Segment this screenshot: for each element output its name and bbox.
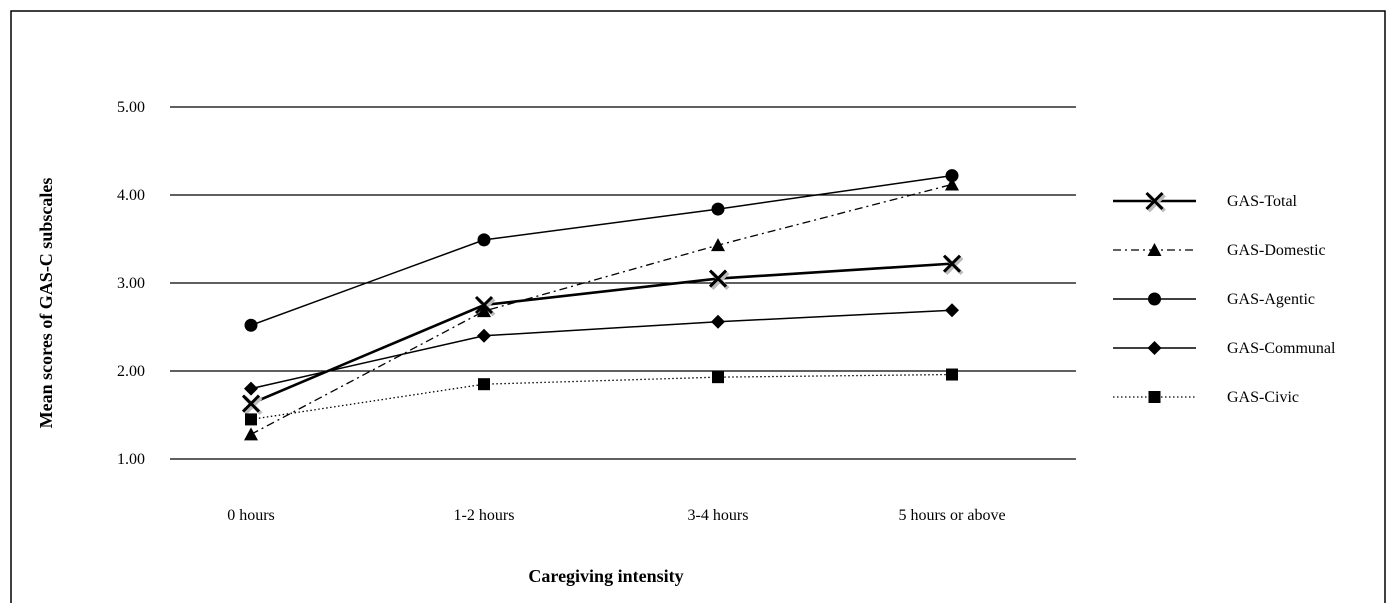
y-tick-label: 2.00 (117, 363, 145, 380)
x-axis-title: Caregiving intensity (528, 566, 683, 586)
data-point-gas-communal (711, 314, 725, 329)
data-point-gas-civic (946, 368, 958, 381)
legend-label: GAS-Agentic (1227, 291, 1315, 308)
data-point-gas-communal (244, 381, 258, 396)
series-gas-total (241, 254, 964, 415)
series-line-gas-agentic (250, 174, 953, 326)
data-point-gas-communal (477, 328, 491, 343)
data-point-gas-communal (945, 303, 959, 318)
x-tick-label: 0 hours (227, 507, 275, 524)
series-gas-agentic (244, 169, 959, 332)
legend-marker-gas-agentic (1148, 292, 1161, 306)
y-tick-label: 1.00 (117, 451, 145, 468)
x-tick-label: 3-4 hours (688, 507, 749, 524)
y-tick-label: 4.00 (117, 187, 145, 204)
gridlines (170, 106, 1076, 460)
legend-item-gas-domestic: GAS-Domestic (1113, 242, 1326, 259)
data-point-gas-domestic (711, 238, 725, 252)
series-gas-domestic (244, 177, 959, 441)
data-point-gas-civic (478, 378, 490, 391)
data-point-gas-domestic (945, 177, 959, 191)
legend-item-gas-agentic: GAS-Agentic (1113, 291, 1315, 308)
legend-item-gas-communal: GAS-Communal (1113, 340, 1336, 357)
data-point-gas-agentic (711, 202, 725, 216)
series-line-gas-communal (250, 309, 953, 390)
series-line-gas-total (250, 262, 953, 405)
x-tick-label: 5 hours or above (898, 507, 1005, 524)
legend-marker-gas-civic (1148, 391, 1161, 403)
legend-marker-gas-communal (1147, 341, 1162, 355)
data-point-gas-total (942, 254, 964, 276)
legend-item-gas-civic: GAS-Civic (1113, 389, 1299, 406)
legend: GAS-Total GAS-Domestic GAS-Agentic GAS-Comm… (1113, 191, 1336, 406)
data-point-gas-agentic (244, 318, 258, 332)
series-line-gas-civic (250, 373, 953, 421)
legend-label: GAS-Total (1227, 193, 1298, 210)
data-point-gas-total (241, 394, 263, 415)
data-point-gas-civic (712, 371, 724, 384)
legend-label: GAS-Communal (1227, 340, 1336, 357)
data-point-gas-civic (245, 413, 257, 426)
x-axis-ticks: 0 hours 1-2 hours 3-4 hours 5 hours or abov… (227, 507, 1005, 524)
data-point-gas-domestic (244, 427, 258, 441)
legend-marker-gas-total (1145, 191, 1166, 213)
data-point-gas-domestic (477, 304, 491, 318)
series-gas-communal (244, 303, 959, 396)
legend-label: GAS-Civic (1227, 389, 1299, 406)
series-line-gas-domestic (250, 183, 953, 435)
data-point-gas-total (708, 269, 730, 291)
y-tick-label: 5.00 (117, 99, 145, 116)
series-group (241, 169, 964, 441)
legend-marker-gas-domestic (1147, 243, 1162, 256)
chart-frame (10, 10, 1386, 608)
y-axis-ticks: 1.00 2.00 3.00 4.00 5.00 (117, 99, 145, 468)
y-axis-title: Mean scores of GAS-C subscales (36, 178, 56, 429)
x-tick-label: 1-2 hours (454, 507, 515, 524)
data-point-gas-agentic (477, 233, 491, 247)
legend-label: GAS-Domestic (1227, 242, 1326, 259)
y-tick-label: 3.00 (117, 275, 145, 292)
legend-item-gas-total: GAS-Total (1113, 191, 1298, 213)
series-gas-civic (245, 368, 958, 426)
data-point-gas-agentic (945, 169, 959, 183)
